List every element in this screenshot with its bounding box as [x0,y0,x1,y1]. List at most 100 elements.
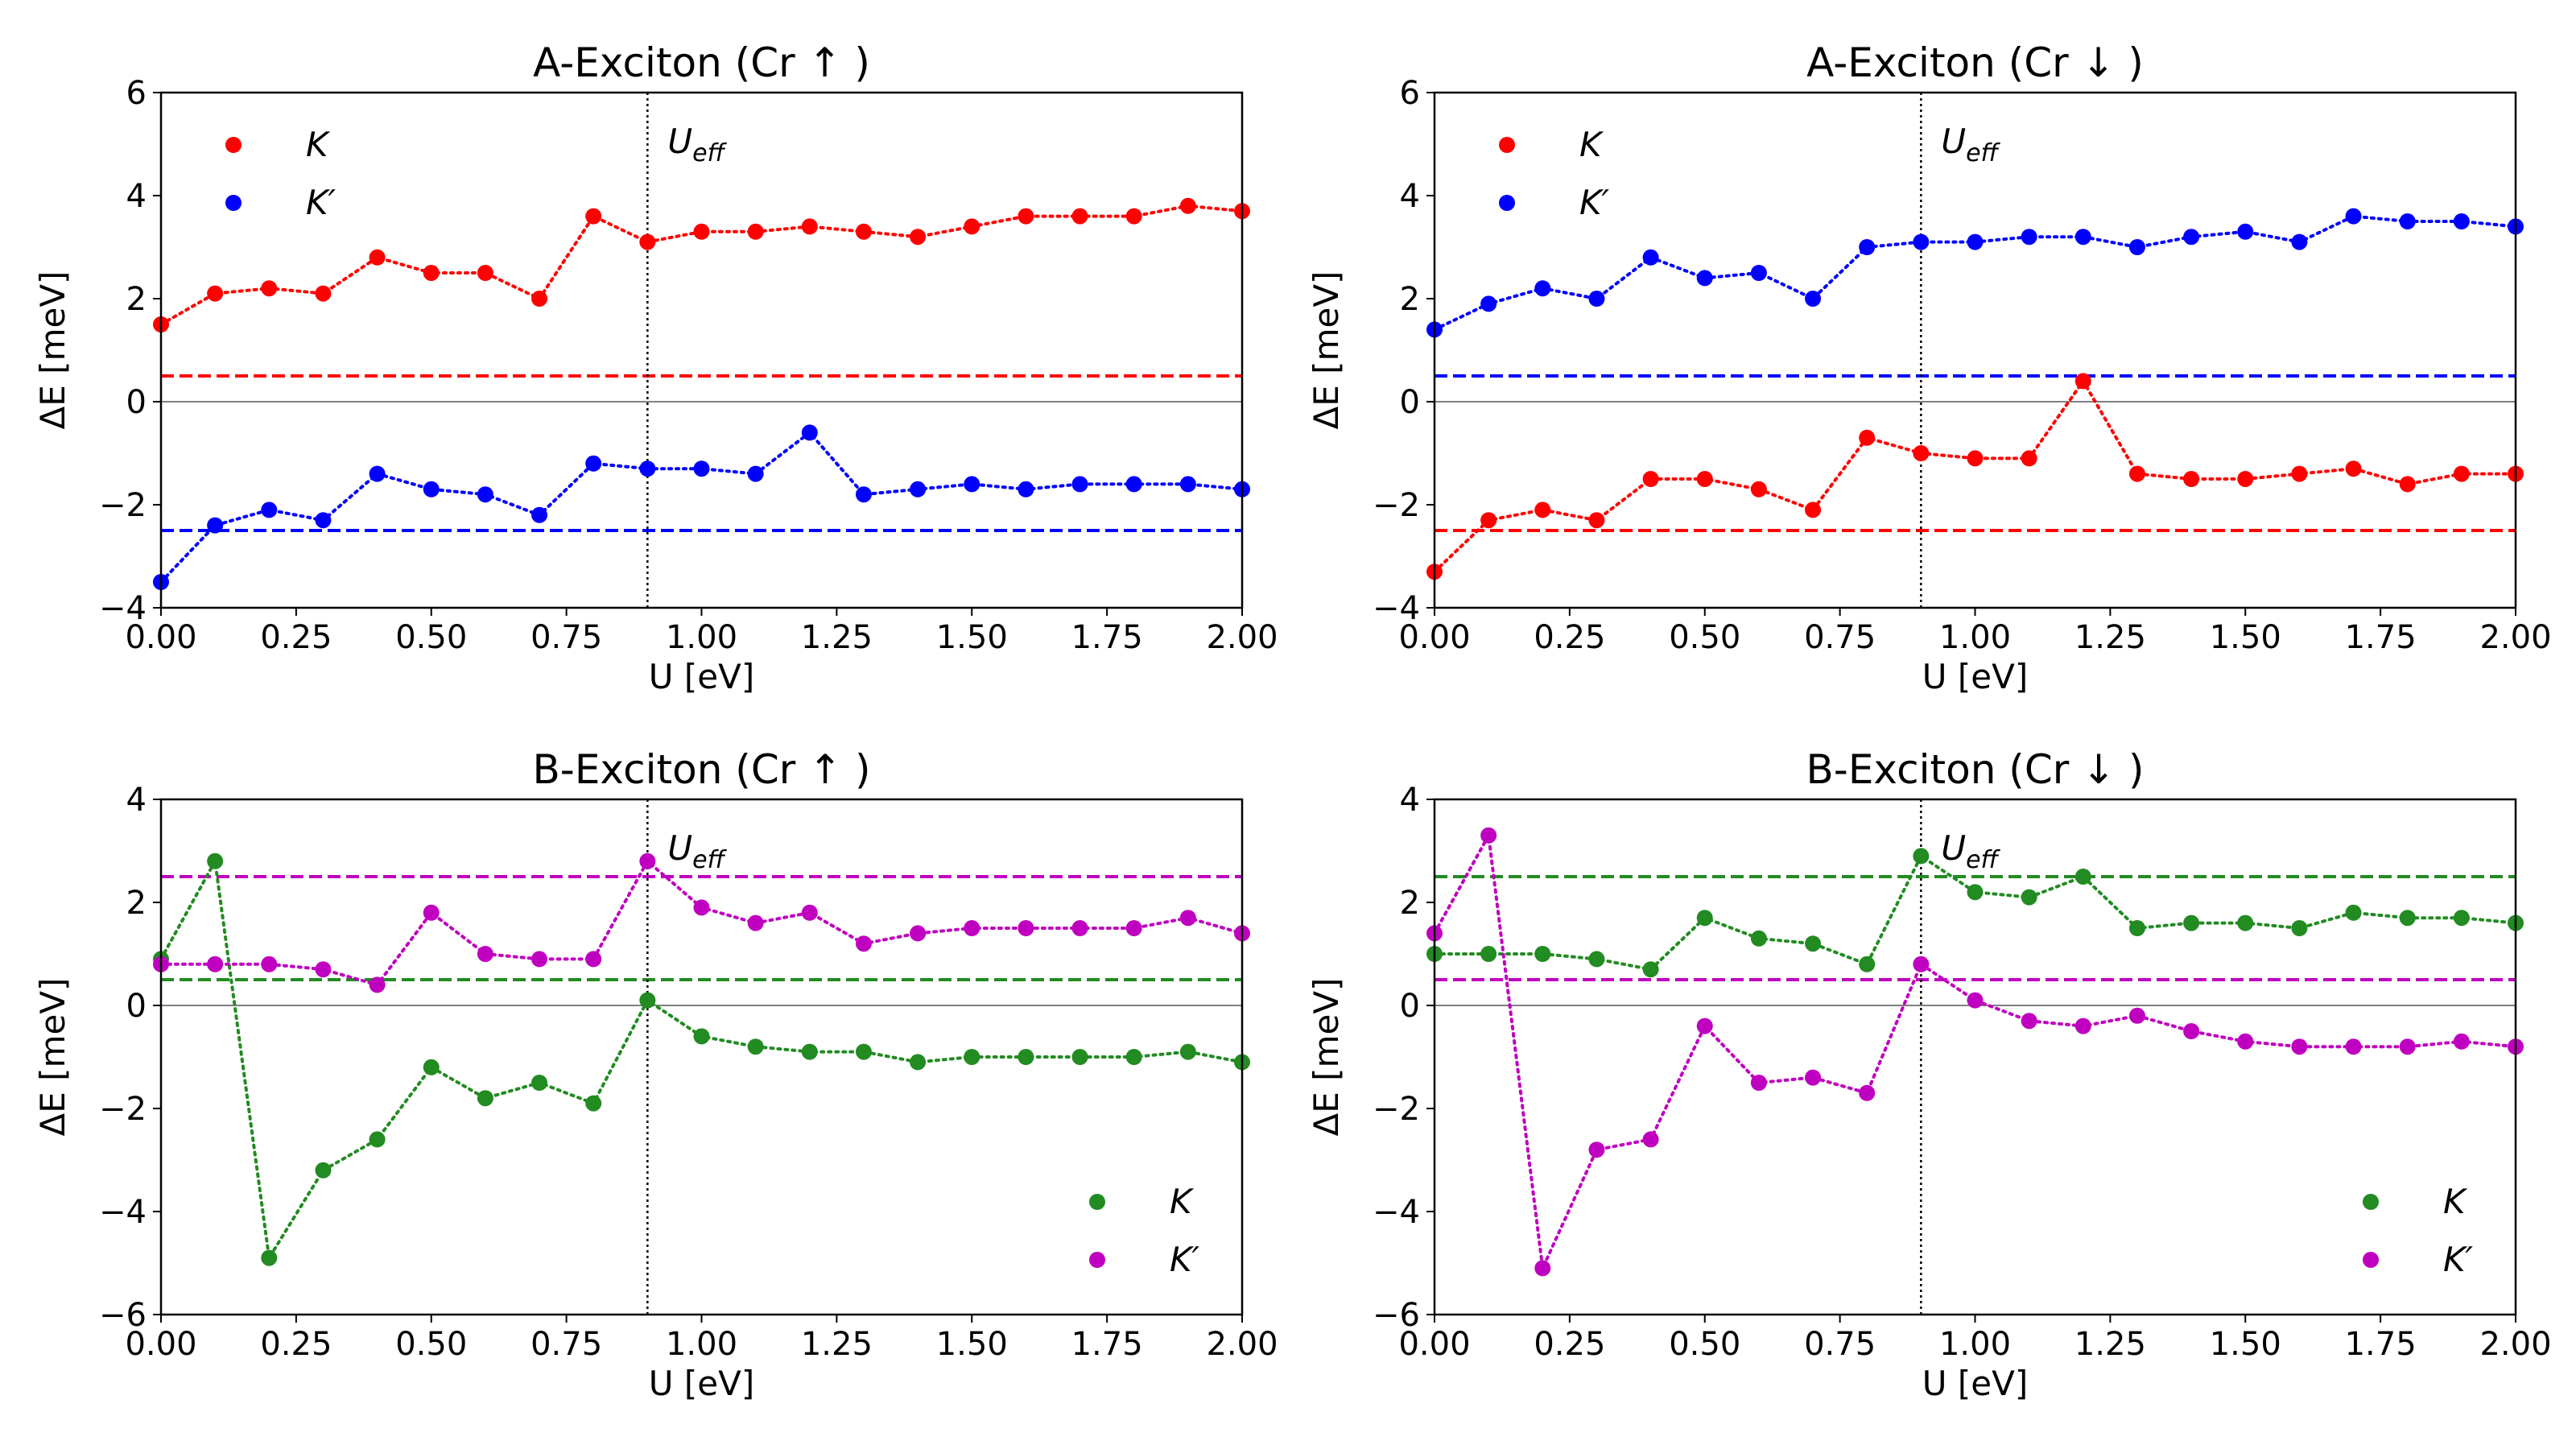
data-point [1750,1075,1767,1091]
data-point [2128,920,2145,936]
data-point [2128,1007,2145,1024]
data-point [1967,992,1984,1009]
data-point [369,1131,386,1148]
x-axis-label: U [eV] [649,657,754,696]
data-point [477,946,493,962]
data-point [639,852,656,869]
data-point [1750,930,1767,947]
legend-marker [2363,1194,2379,1210]
data-point [2345,1038,2362,1055]
data-point [1859,429,1876,446]
data-point [2128,239,2145,255]
x-tick-label: 0.00 [125,1326,196,1363]
data-point [747,223,764,240]
x-tick-label: 1.25 [801,619,873,656]
legend-marker [1089,1194,1105,1210]
chart-panel-3: B-Exciton (Cr ↑ ) Ueff 0.00 0.25 0.50 0.75 1.0… [33,746,1278,1403]
data-point [693,899,710,916]
data-point [964,920,980,936]
data-point [1967,884,1984,901]
data-point [1967,450,1984,467]
data-point [531,951,548,968]
y-tick-label: 0 [1400,988,1420,1025]
data-point [315,961,332,978]
x-axis-label: U [eV] [1922,1364,2028,1403]
x-tick-label: 0.00 [125,619,196,656]
data-point [2074,1018,2091,1034]
data-point [369,465,386,482]
y-tick-label: −2 [1373,487,1420,524]
data-point [1696,910,1713,927]
y-tick-label: −4 [99,1194,147,1231]
legend-marker [1499,137,1515,153]
x-tick-label: 0.50 [395,1326,467,1363]
chart-title: B-Exciton (Cr ↑ ) [533,746,871,793]
data-point [1750,265,1767,281]
legend: K K′ [2363,1182,2474,1279]
data-point [747,465,764,482]
ueff-label: Ueff [667,122,727,167]
x-tick-label: 0.75 [530,1326,602,1363]
data-point [910,1054,927,1071]
data-point [261,1249,278,1266]
y-tick-label: 6 [1400,75,1420,112]
data-point [1071,476,1088,493]
data-point [1642,1131,1659,1148]
data-point [855,223,872,240]
data-point [1071,1049,1088,1065]
legend: K K′ [225,125,336,222]
data-point [1179,476,1196,493]
x-tick-label: 1.00 [1939,619,2011,656]
chart-title: A-Exciton (Cr ↑ ) [533,39,870,86]
legend: K K′ [1499,125,1610,222]
ueff-label-main: U [667,122,692,161]
data-point [964,476,980,493]
data-point [1859,239,1876,255]
x-tick-label: 0.50 [1669,1326,1740,1363]
data-point [477,265,493,281]
ueff-label-main: U [1941,122,1966,161]
data-point [315,512,332,529]
data-point [639,992,656,1009]
data-point [1480,512,1497,529]
x-tick-label: 1.75 [1071,1326,1143,1363]
data-point [2183,229,2200,246]
data-point [1967,233,1984,250]
data-point [423,1059,440,1075]
legend-marker [225,137,242,153]
y-tick-label: 0 [126,384,147,421]
ueff-label: Ueff [1941,828,2000,874]
ueff-label-main: U [1941,828,1966,868]
y-tick-label: −2 [99,487,147,524]
y-axis-label: ΔE [meV] [1307,271,1346,430]
y-tick-label: −6 [1373,1297,1420,1334]
series-line-2 [1433,214,2517,332]
x-tick-label: 2.00 [1206,1326,1278,1363]
data-point [639,233,656,250]
data-point [531,291,548,307]
x-tick-label: 0.75 [1804,1326,1876,1363]
data-point [2399,1038,2416,1055]
data-point [423,481,440,497]
y-tick-label: −2 [1373,1091,1420,1128]
data-point [801,904,818,921]
x-tick-label: 0.00 [1398,1326,1470,1363]
x-tick-label: 0.75 [1804,619,1876,656]
data-point [369,976,386,993]
x-axis-label: U [eV] [649,1364,754,1403]
data-point [2453,910,2470,927]
data-point [477,1090,493,1107]
data-point [2399,476,2416,493]
data-point [2453,213,2470,229]
data-point [1125,208,1142,225]
data-point [261,956,278,972]
data-point [1179,1043,1196,1060]
data-point [477,486,493,503]
data-point [1859,1084,1876,1101]
data-point [1480,827,1497,844]
data-point [207,285,224,302]
data-point [1913,848,1930,865]
x-tick-label: 1.25 [2074,1326,2146,1363]
x-tick-label: 1.25 [2074,619,2146,656]
